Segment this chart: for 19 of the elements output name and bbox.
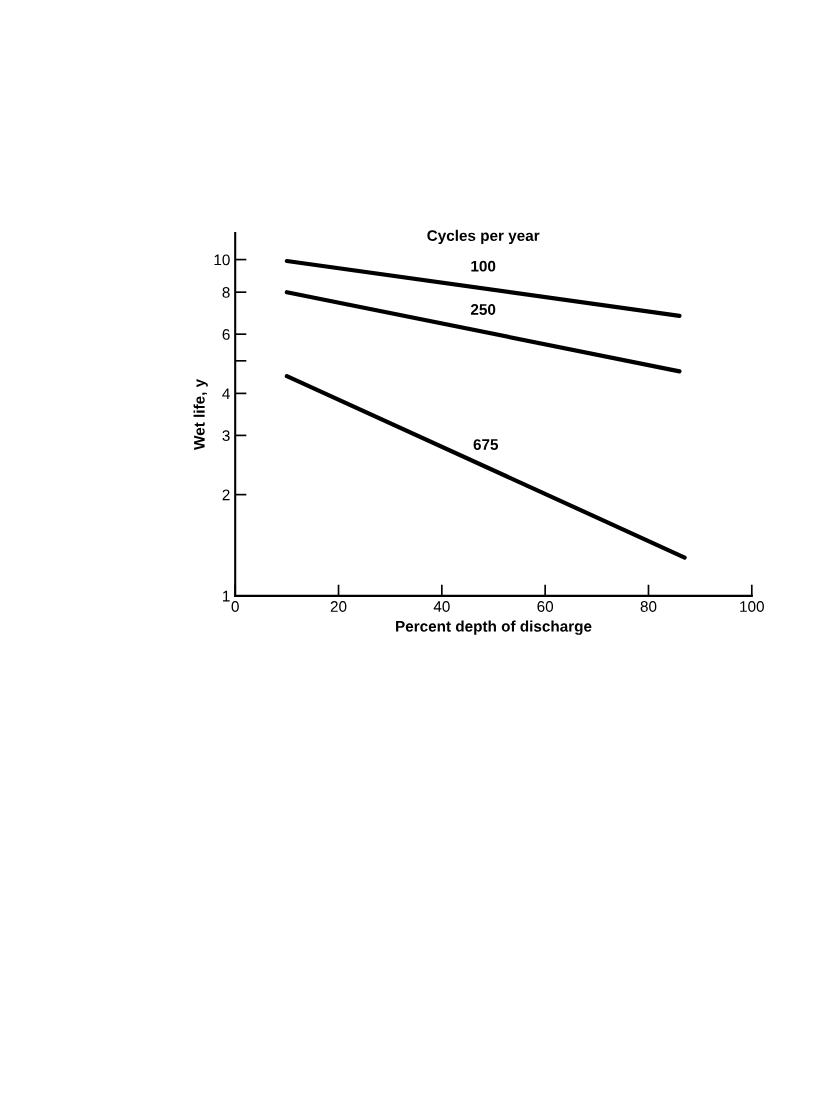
y-tick-label: 6 xyxy=(222,329,230,340)
x-tick-label: 100 xyxy=(740,601,764,612)
y-tick-label: 10 xyxy=(214,254,230,266)
x-tick-label: 40 xyxy=(433,601,450,612)
y-tick-label: 8 xyxy=(222,287,230,298)
y-tick-label: 4 xyxy=(222,388,230,399)
series-label: 100 xyxy=(471,260,496,272)
series-label: 250 xyxy=(470,304,496,315)
y-tick-label: 3 xyxy=(222,430,230,442)
x-tick-label: 20 xyxy=(330,601,347,612)
x-tick-label: 80 xyxy=(640,601,657,612)
series-label: 675 xyxy=(473,439,499,450)
y-tick-label: 2 xyxy=(222,489,230,501)
x-tick-label: 0 xyxy=(231,601,239,612)
x-tick-label: 60 xyxy=(537,601,554,612)
legend-title: Cycles per year xyxy=(427,229,540,245)
y-axis-title: Wet life, y xyxy=(193,378,208,450)
x-axis-title: Percent depth of discharge xyxy=(396,620,592,635)
y-tick-label: 1 xyxy=(223,590,230,602)
